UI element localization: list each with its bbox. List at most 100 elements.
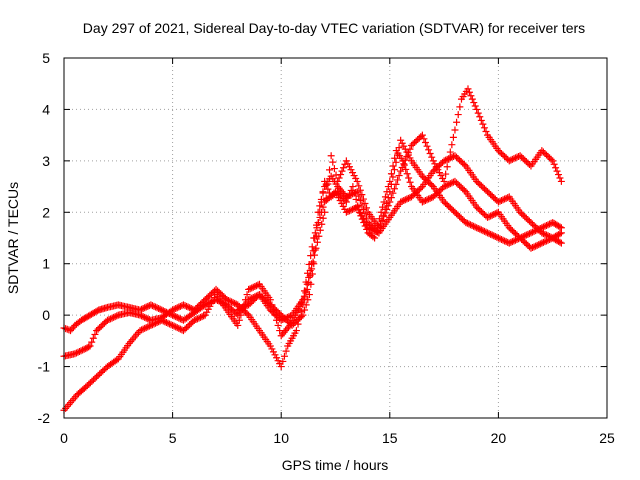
data-point-marker: [268, 307, 276, 315]
data-point-marker: [401, 196, 409, 204]
data-point-marker: [169, 306, 177, 314]
data-point-marker: [313, 224, 321, 232]
data-point-marker: [318, 208, 326, 216]
data-point-marker: [398, 197, 406, 205]
data-point-marker: [443, 181, 451, 189]
data-point-marker: [409, 140, 417, 148]
data-point-marker: [138, 312, 146, 320]
data-point-marker: [522, 158, 530, 166]
data-point-marker: [324, 180, 332, 188]
data-point-marker: [533, 241, 541, 249]
data-point-marker: [356, 186, 364, 194]
data-point-marker: [476, 180, 484, 188]
data-point-marker: [464, 85, 472, 93]
data-point-marker: [139, 313, 147, 321]
data-point-marker: [451, 126, 459, 134]
data-point-marker: [274, 313, 282, 321]
data-point-marker: [446, 148, 454, 156]
data-point-marker: [307, 252, 315, 260]
data-point-marker: [527, 229, 535, 237]
data-point-marker: [342, 193, 350, 201]
data-point-marker: [127, 338, 135, 346]
data-point-marker: [420, 135, 428, 143]
data-point-marker: [423, 196, 431, 204]
data-point-marker: [246, 285, 254, 293]
data-point-marker: [414, 136, 422, 144]
data-point-marker: [249, 283, 257, 291]
data-point-marker: [197, 300, 205, 308]
data-point-marker: [556, 238, 564, 246]
data-point-marker: [175, 303, 183, 311]
data-point-marker: [268, 301, 276, 309]
data-point-marker: [249, 296, 257, 304]
data-point-marker: [522, 231, 530, 239]
data-point-marker: [345, 191, 353, 199]
data-point-marker: [269, 309, 277, 317]
data-point-marker: [445, 180, 453, 188]
data-point-marker: [292, 327, 300, 335]
data-point-marker: [511, 236, 519, 244]
data-point-marker: [344, 192, 352, 200]
data-point-marker: [254, 281, 262, 289]
x-tick-label: 15: [382, 430, 398, 446]
data-point-marker: [539, 238, 547, 246]
data-point-marker: [169, 321, 177, 329]
data-point-marker: [383, 199, 391, 207]
data-point-marker: [477, 208, 485, 216]
data-point-marker: [479, 183, 487, 191]
data-point-marker: [460, 161, 468, 169]
data-point-marker: [508, 238, 516, 246]
data-point-marker: [406, 154, 414, 162]
data-point-marker: [429, 193, 437, 201]
data-point-marker: [69, 323, 77, 331]
data-point-marker: [274, 321, 282, 329]
data-point-marker: [100, 366, 108, 374]
data-point-marker: [152, 303, 160, 311]
y-tick-label: 3: [42, 153, 50, 169]
data-point-marker: [170, 312, 178, 320]
data-point-marker: [530, 243, 538, 251]
data-point-marker: [181, 302, 189, 310]
data-point-marker: [530, 222, 538, 230]
data-point-marker: [485, 189, 493, 197]
data-point-marker: [94, 371, 102, 379]
data-point-marker: [287, 312, 295, 320]
data-point-marker: [557, 224, 565, 232]
data-point-marker: [189, 305, 197, 313]
data-point-marker: [338, 167, 346, 175]
y-tick-label: 1: [42, 256, 50, 272]
data-point-marker: [248, 298, 256, 306]
data-point-marker: [532, 242, 540, 250]
data-point-marker: [435, 161, 443, 169]
data-point-marker: [521, 156, 529, 164]
data-point-marker: [350, 189, 358, 197]
data-point-marker: [371, 234, 379, 242]
data-point-marker: [150, 320, 158, 328]
data-point-marker: [355, 206, 363, 214]
data-point-marker: [324, 195, 332, 203]
data-point-marker: [337, 171, 345, 179]
y-axis-label: SDTVAR / TECUs: [5, 182, 21, 294]
data-point-marker: [453, 153, 461, 161]
data-point-marker: [378, 217, 386, 225]
data-point-marker: [524, 241, 532, 249]
data-point-marker: [442, 170, 450, 178]
data-point-marker: [152, 319, 160, 327]
data-point-marker: [510, 237, 518, 245]
data-point-marker: [479, 120, 487, 128]
data-point-marker: [172, 305, 180, 313]
data-point-marker: [322, 197, 330, 205]
data-point-marker: [224, 296, 232, 304]
data-point-marker: [541, 238, 549, 246]
data-point-marker: [245, 301, 253, 309]
data-point-marker: [516, 208, 524, 216]
data-point-marker: [77, 347, 85, 355]
y-tick-label: -2: [38, 410, 51, 426]
data-point-marker: [133, 330, 141, 338]
data-point-marker: [359, 205, 367, 213]
data-point-marker: [440, 177, 448, 185]
data-point-marker: [235, 316, 243, 324]
data-point-marker: [456, 156, 464, 164]
data-point-marker: [404, 151, 412, 159]
data-point-marker: [192, 316, 200, 324]
